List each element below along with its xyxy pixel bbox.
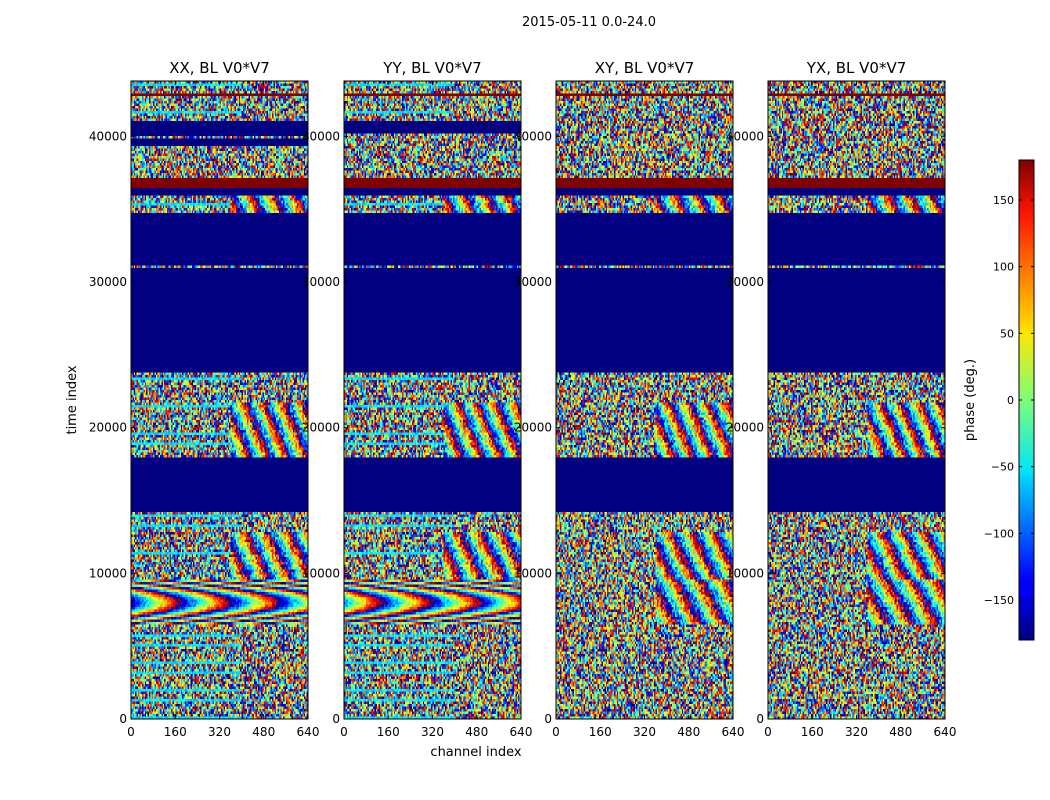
x-tick-label: 480 xyxy=(252,725,275,739)
y-tick-label: 40000 xyxy=(89,129,127,143)
panel-title: XX, BL V0*V7 xyxy=(169,59,270,77)
y-tick-label: 20000 xyxy=(726,421,764,435)
x-tick-label: 320 xyxy=(845,725,868,739)
x-tick-label: 0 xyxy=(552,725,560,739)
colorbar-tick-label: −50 xyxy=(991,461,1014,474)
panels: XX, BL V0*V7 0 160 320 480 640 0 10000 20000 3000… xyxy=(89,59,957,739)
colorbar-tick-label: 50 xyxy=(1000,327,1014,340)
x-tick-label: 320 xyxy=(633,725,656,739)
y-tick-label: 30000 xyxy=(89,275,127,289)
y-axis-label: time index xyxy=(65,365,80,434)
y-tick-label: 10000 xyxy=(726,566,764,580)
x-tick-label: 0 xyxy=(764,725,772,739)
x-tick-label: 160 xyxy=(801,725,824,739)
x-tick-label: 0 xyxy=(127,725,135,739)
x-tick-label: 160 xyxy=(589,725,612,739)
x-tick-label: 640 xyxy=(297,725,320,739)
y-tick-label: 20000 xyxy=(302,421,340,435)
y-tick-label: 30000 xyxy=(302,275,340,289)
heatmap-image xyxy=(768,81,945,719)
panel-title: XY, BL V0*V7 xyxy=(595,59,695,77)
panel-yy: YY, BL V0*V7 0 160 320 480 640 0 10000 20000 3000… xyxy=(302,59,533,739)
colorbar-tick-label: 150 xyxy=(993,194,1014,207)
y-tick-label: 0 xyxy=(756,712,764,726)
y-tick-label: 40000 xyxy=(302,129,340,143)
y-tick-label: 40000 xyxy=(726,129,764,143)
x-tick-label: 640 xyxy=(510,725,533,739)
colorbar-label: phase (deg.) xyxy=(963,359,978,441)
heatmap-image xyxy=(344,81,521,719)
y-tick-label: 30000 xyxy=(514,275,552,289)
x-tick-label: 320 xyxy=(208,725,231,739)
x-tick-label: 640 xyxy=(934,725,957,739)
colorbar: −150 −100 −50 0 50 100 150 phase (deg.) xyxy=(963,159,1035,641)
y-tick-label: 10000 xyxy=(514,566,552,580)
axis-labels: time index channel index xyxy=(65,365,522,760)
panel-title: YX, BL V0*V7 xyxy=(806,59,907,77)
panel-xx: XX, BL V0*V7 0 160 320 480 640 0 10000 20000 3000… xyxy=(89,59,320,739)
y-tick-label: 10000 xyxy=(89,566,127,580)
colorbar-tick-label: 100 xyxy=(993,261,1014,274)
panel-title: YY, BL V0*V7 xyxy=(382,59,481,77)
heatmap-image xyxy=(556,81,733,719)
colorbar-tick-label: −100 xyxy=(984,527,1014,540)
y-tick-label: 0 xyxy=(544,712,552,726)
y-tick-label: 30000 xyxy=(726,275,764,289)
x-tick-label: 480 xyxy=(889,725,912,739)
y-tick-label: 20000 xyxy=(89,421,127,435)
y-tick-label: 10000 xyxy=(302,566,340,580)
x-tick-label: 320 xyxy=(421,725,444,739)
panel-yx: YX, BL V0*V7 0 160 320 480 640 0 10000 20000 3000… xyxy=(726,59,957,739)
y-tick-label: 40000 xyxy=(514,129,552,143)
x-tick-label: 480 xyxy=(677,725,700,739)
y-tick-label: 0 xyxy=(119,712,127,726)
x-tick-label: 640 xyxy=(722,725,745,739)
figure-title: 2015-05-11 0.0-24.0 xyxy=(522,15,656,30)
x-tick-label: 0 xyxy=(340,725,348,739)
panel-xy: XY, BL V0*V7 0 160 320 480 640 0 10000 20000 3000… xyxy=(514,59,745,739)
y-tick-label: 0 xyxy=(332,712,340,726)
colorbar-tick-label: −150 xyxy=(984,594,1014,607)
y-tick-label: 20000 xyxy=(514,421,552,435)
x-tick-label: 160 xyxy=(164,725,187,739)
colorbar-tick-label: 0 xyxy=(1007,394,1014,407)
x-axis-label: channel index xyxy=(430,745,521,760)
x-tick-label: 160 xyxy=(377,725,400,739)
x-tick-label: 480 xyxy=(465,725,488,739)
heatmap-image xyxy=(131,81,308,719)
